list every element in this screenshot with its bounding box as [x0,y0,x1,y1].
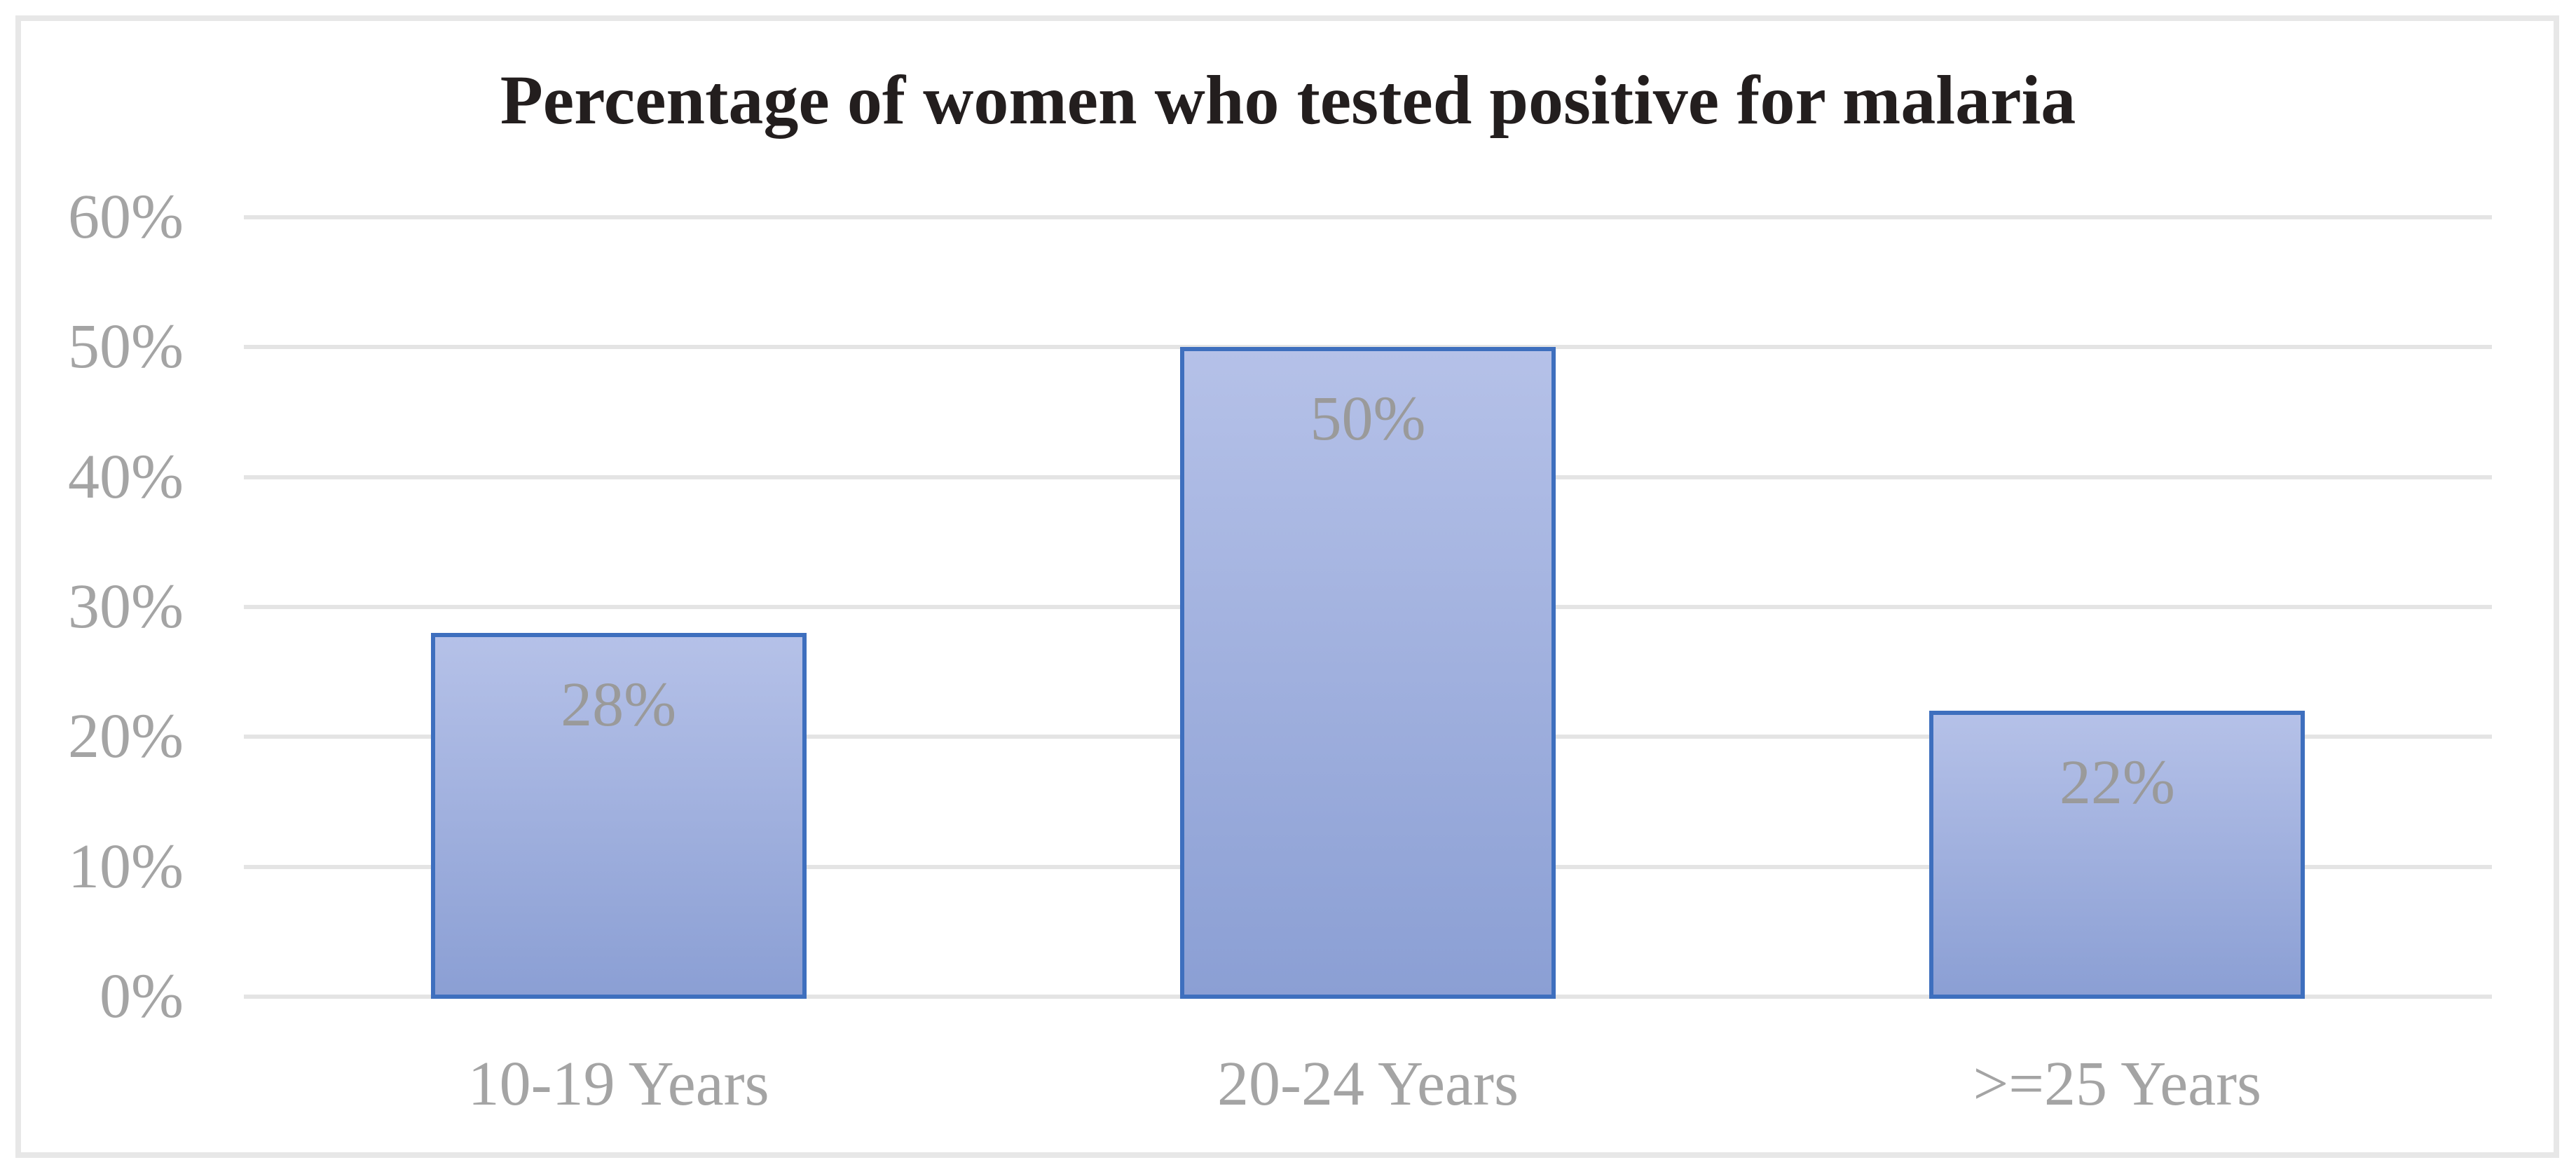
y-axis-tick-label: 10% [68,831,184,901]
bar-25-years: 22% [1929,711,2306,999]
y-axis-tick-label: 50% [68,312,184,382]
y-axis-tick-label: 40% [68,442,184,512]
x-axis-category-label: >=25 Years [1973,1049,2262,1119]
y-axis-tick-label: 0% [100,962,184,1031]
bar-10-19-years: 28% [430,633,807,999]
y-axis-tick-label: 60% [68,182,184,252]
chart-title: Percentage of women who tested positive … [500,61,2076,139]
y-axis-tick-label: 20% [68,702,184,772]
bar-20-24-years: 50% [1180,347,1556,999]
bar-value-label: 22% [2059,748,2175,818]
x-axis-category-label: 10-19 Years [467,1049,769,1119]
bar-value-label: 50% [1310,384,1426,454]
y-axis-tick-label: 30% [68,572,184,641]
bar-value-label: 28% [561,670,677,740]
x-axis-category-label: 20-24 Years [1217,1049,1519,1119]
gridline-60% [244,215,2492,219]
